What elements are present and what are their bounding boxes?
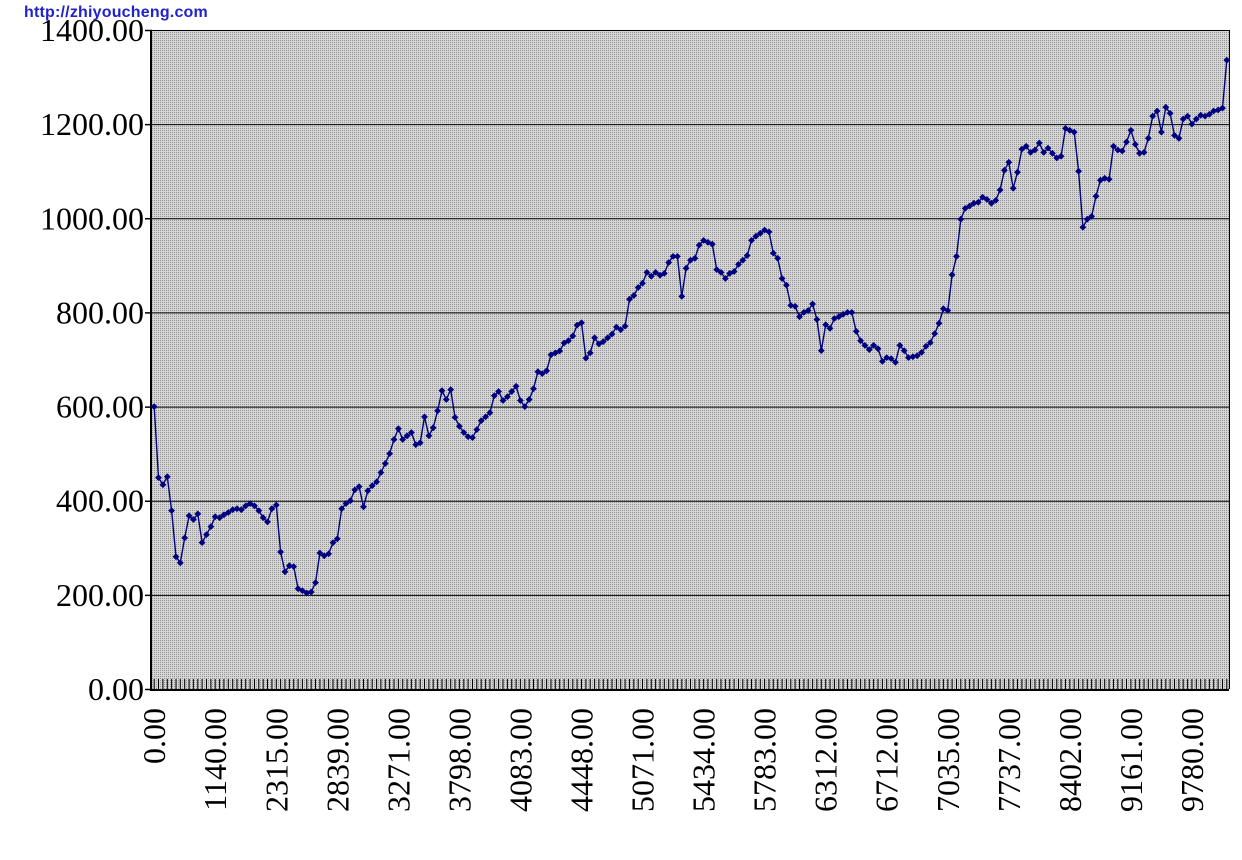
x-tick-label: 5071.00 xyxy=(625,708,661,812)
x-tick-label: 5783.00 xyxy=(747,708,783,812)
x-tick-label: 3798.00 xyxy=(441,708,477,812)
x-tick-label: 7035.00 xyxy=(930,708,966,812)
x-tick-label: 3271.00 xyxy=(380,708,416,812)
x-tick-label: 0.00 xyxy=(136,708,172,764)
x-axis-labels: 0.00 1140.00 2315.00 2839.00 3271.00 3798.00 4… xyxy=(136,708,1210,812)
y-tick-label: 800.00 xyxy=(56,294,144,330)
x-tick-label: 4448.00 xyxy=(564,708,600,812)
x-tick-label: 1140.00 xyxy=(197,708,233,811)
y-tick-label: 200.00 xyxy=(56,577,144,613)
plot-area xyxy=(152,30,1229,689)
y-tick-label: 600.00 xyxy=(56,389,144,425)
x-tick-label: 2315.00 xyxy=(258,708,294,812)
x-tick-label: 2839.00 xyxy=(319,708,355,812)
y-axis-labels: 0.00 200.00 400.00 600.00 800.00 1000.00 1200.… xyxy=(40,12,144,707)
y-tick-label: 1200.00 xyxy=(40,106,144,142)
x-tick-label: 8402.00 xyxy=(1052,708,1088,812)
x-tick-label: 5434.00 xyxy=(686,708,722,812)
x-tick-label: 4083.00 xyxy=(502,708,538,812)
y-tick-label: 0.00 xyxy=(88,671,144,707)
x-tick-label: 9161.00 xyxy=(1113,708,1149,812)
x-tick-label: 7737.00 xyxy=(991,708,1027,812)
y-tick-label: 1000.00 xyxy=(40,200,144,236)
x-tick-label: 6312.00 xyxy=(808,708,844,812)
y-tick-label: 400.00 xyxy=(56,483,144,519)
y-axis-ticks xyxy=(145,29,152,691)
watermark-link[interactable]: http://zhiyoucheng.com xyxy=(24,4,208,21)
y-tick-label: 1400.00 xyxy=(40,12,144,48)
category-ticks xyxy=(153,679,1228,691)
x-tick-label: 9780.00 xyxy=(1174,708,1210,812)
x-tick-label: 6712.00 xyxy=(869,708,905,812)
y-gridlines xyxy=(152,30,1229,596)
